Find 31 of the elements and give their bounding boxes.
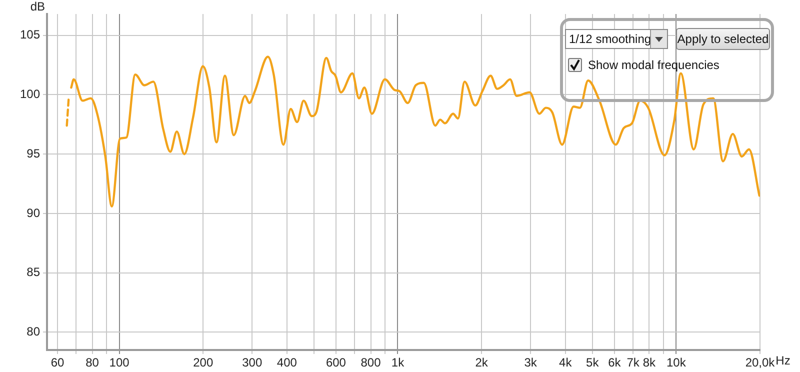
x-tick-label: 2k <box>475 356 489 370</box>
y-tick-label: 85 <box>26 265 40 280</box>
x-tick-label: 400 <box>276 356 298 370</box>
x-tick-label: 1k <box>391 356 406 370</box>
x-tick-label: 600 <box>326 356 346 370</box>
y-tick-label: 80 <box>26 324 40 339</box>
y-tick-label: 100 <box>20 87 40 102</box>
annotation: 1/12 smoothing <box>569 32 652 46</box>
x-tick-label: 10k <box>666 356 687 370</box>
x-tick-label: 80 <box>86 356 100 370</box>
x-tick-label: 100 <box>109 356 130 370</box>
x-tick-label: 8k <box>642 356 657 370</box>
control-panel: 1/12 smoothing Apply to selected Show modal frequencies <box>560 18 774 102</box>
x-axis-title: Hz <box>776 353 790 368</box>
x-tick-label: 300 <box>242 356 262 370</box>
x-tick-label: 7k <box>626 356 640 370</box>
x-tick-label: 800 <box>360 356 382 370</box>
y-axis-title: dB <box>30 0 45 14</box>
x-tick-label: 5k <box>586 356 600 370</box>
x-tick-label: 200 <box>193 356 214 370</box>
annotation: Show modal frequencies <box>588 58 720 72</box>
x-tick-label: 6k <box>608 356 622 370</box>
y-tick-label: 90 <box>26 206 40 220</box>
smoothing-dropdown: 1/12 smoothing <box>565 29 668 49</box>
x-tick-label: 60 <box>50 356 65 370</box>
x-tick-label: 20,0k <box>745 356 776 370</box>
y-tick-label: 105 <box>20 28 40 42</box>
x-tick-label: 4k <box>559 356 573 370</box>
apply-button: Apply to selected <box>676 28 770 50</box>
x-tick-label: 3k <box>524 356 538 370</box>
y-tick-label: 95 <box>26 146 40 160</box>
